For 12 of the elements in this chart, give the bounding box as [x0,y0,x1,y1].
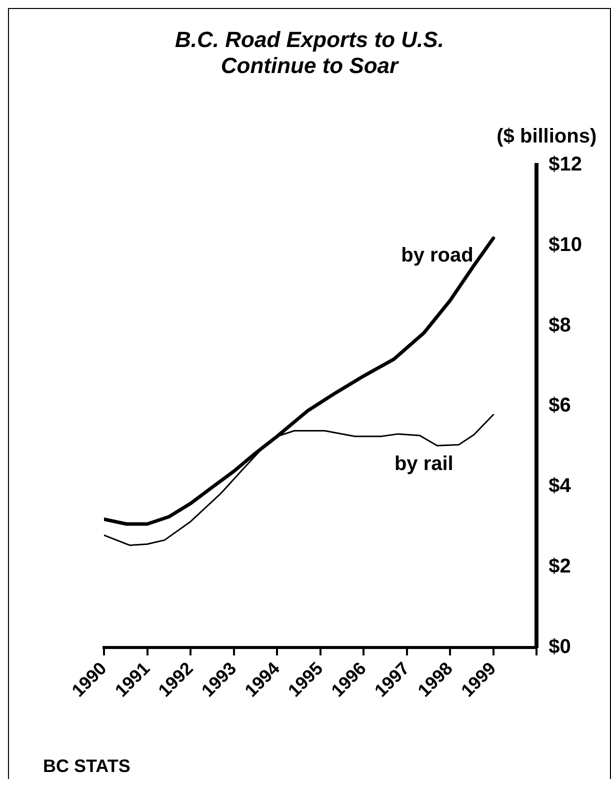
series-label: by rail [394,453,454,476]
y-tick-label: $2 [548,556,571,578]
y-tick-label: $0 [548,636,571,658]
y-tick-label: $4 [548,475,572,498]
y-tick-label: $12 [548,154,582,176]
y-axis-title: ($ billions) [496,126,597,148]
y-tick-label: $10 [548,234,582,256]
y-tick-label: $8 [548,314,571,336]
y-tick-label: $6 [548,394,571,417]
text: BC STATS [43,756,130,777]
series-label: by road [401,244,474,267]
chart-title: B.C. Road Exports to U.S. Continue to Soar [174,26,445,80]
